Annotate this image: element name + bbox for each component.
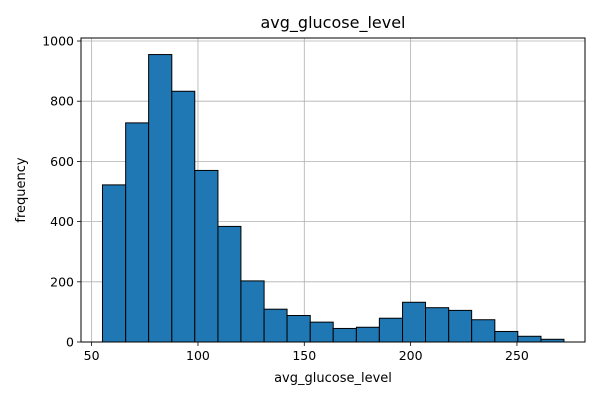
histogram-bar <box>286 315 311 343</box>
histogram-bar <box>309 321 334 343</box>
histogram-bar <box>355 326 380 343</box>
histogram-bar <box>402 301 427 343</box>
y-tick-label: 600 <box>50 154 74 169</box>
x-tick-label: 200 <box>399 348 423 363</box>
histogram-bar <box>240 280 265 343</box>
x-tick-label: 150 <box>292 348 316 363</box>
histogram-bar <box>125 122 150 343</box>
histogram-bar <box>171 90 196 343</box>
y-tick-label: 400 <box>50 214 74 229</box>
histogram-bar <box>425 307 450 343</box>
x-axis-label: avg_glucose_level <box>274 371 392 386</box>
plot-frame <box>80 37 586 343</box>
histogram-bar <box>263 308 288 343</box>
x-tick-label: 50 <box>84 348 100 363</box>
y-axis-label: frequency <box>14 157 29 223</box>
x-tick-label: 250 <box>505 348 529 363</box>
histogram-bar <box>494 330 519 343</box>
chart-title: avg_glucose_level <box>261 13 406 33</box>
histogram-bar <box>332 327 357 343</box>
histogram-bar <box>448 309 473 343</box>
y-axis-ticks: 0 200 400 600 800 1000 <box>42 34 81 350</box>
x-tick-label: 100 <box>186 348 210 363</box>
histogram-bar <box>217 225 242 343</box>
histogram-bar <box>471 319 496 343</box>
y-tick-label: 800 <box>50 94 74 109</box>
histogram-bar <box>101 184 127 343</box>
y-tick-label: 200 <box>50 274 74 289</box>
y-tick-label: 1000 <box>42 34 74 49</box>
y-tick-label: 0 <box>66 335 74 350</box>
histogram-bar <box>194 169 219 343</box>
histogram-bar <box>517 335 542 343</box>
x-axis-ticks: 50 100 150 200 250 <box>84 342 529 363</box>
histogram-bar <box>378 317 404 343</box>
histogram-bar <box>148 54 173 343</box>
